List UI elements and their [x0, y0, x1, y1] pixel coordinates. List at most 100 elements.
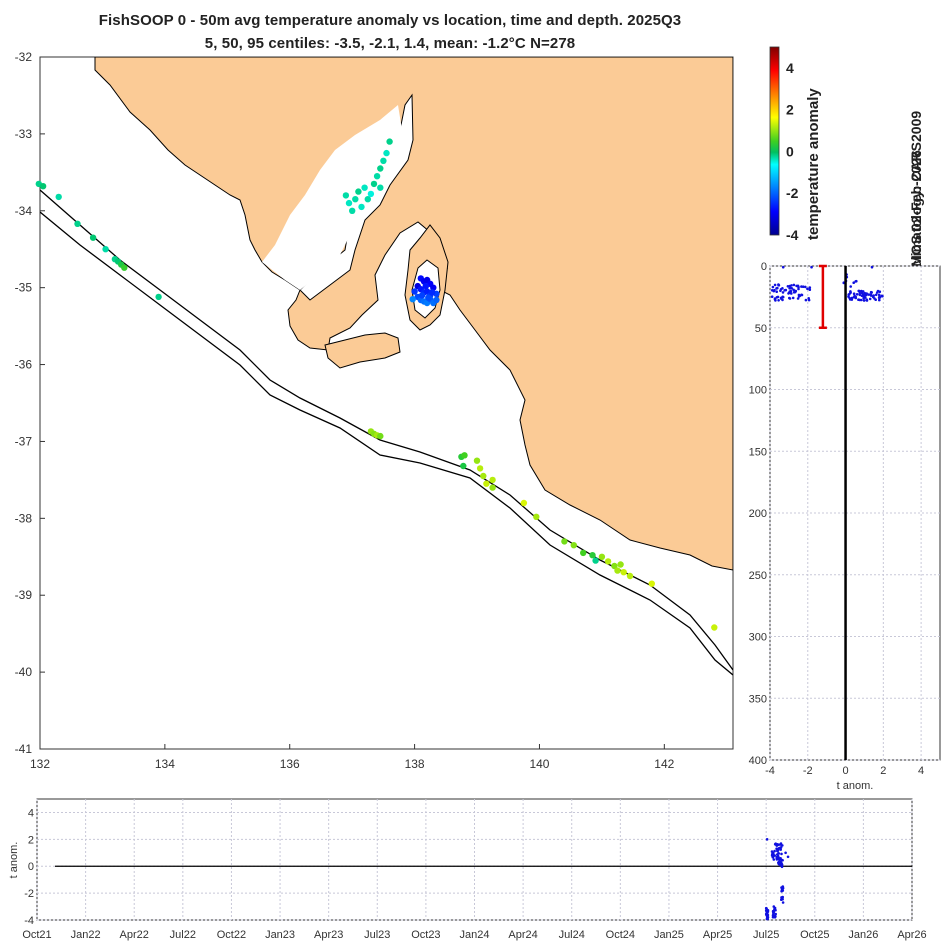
map-point: [352, 196, 359, 203]
profile-point: [790, 284, 793, 287]
profile-point: [791, 296, 795, 300]
map-point: [349, 207, 356, 214]
colorbar-tick-label: 0: [786, 143, 794, 159]
map-point: [89, 234, 97, 241]
ts-point: [772, 858, 776, 861]
ts-point: [772, 912, 775, 916]
map-y-tick-label: -41: [15, 742, 33, 756]
chart-subtitle: 5, 50, 95 centiles: -3.5, -2.1, 1.4, mea…: [204, 35, 576, 52]
map-point: [373, 173, 381, 180]
ts-x-tick-label: Apr22: [120, 929, 149, 941]
map-point: [483, 480, 490, 487]
map-x-tick-label: 136: [280, 757, 300, 771]
map-point: [580, 549, 587, 557]
map-point: [364, 196, 371, 203]
profile-y-tick-label: 150: [749, 446, 767, 458]
profile-point: [849, 291, 852, 295]
map-point: [380, 157, 387, 164]
ts-point: [771, 909, 775, 913]
ts-x-tick-label: Jul24: [559, 929, 585, 941]
map-point: [611, 562, 618, 570]
profile-points: [770, 265, 884, 302]
ts-point: [786, 855, 790, 859]
map-point: [55, 193, 62, 201]
profile-point: [855, 293, 859, 296]
ts-point: [771, 855, 775, 859]
continental-shelf-outer: [40, 211, 733, 676]
depth-profile-panel: -4 -2 0 2 4 0 50 100 150 200 250 300 350 400 t anom.: [749, 261, 941, 792]
profile-point: [870, 291, 873, 294]
profile-point: [783, 289, 786, 292]
profile-point: [862, 299, 866, 302]
ts-x-tick-label: Jan25: [654, 929, 684, 941]
map-point: [614, 567, 621, 574]
profile-point: [869, 293, 873, 296]
profile-point: [878, 298, 881, 302]
ts-x-tick-label: Jan22: [71, 929, 101, 941]
profile-point: [865, 299, 869, 302]
map-x-tick-label: 138: [405, 757, 425, 771]
profile-x-axis: -4 -2 0 2 4: [765, 765, 924, 777]
map-point: [39, 183, 47, 190]
ts-point: [784, 851, 787, 855]
profile-point: [775, 290, 778, 294]
profile-point: [872, 294, 875, 297]
profile-point: [796, 297, 800, 300]
ts-point: [773, 842, 777, 846]
ts-point: [772, 905, 776, 908]
profile-point: [793, 290, 797, 294]
map-point: [433, 296, 440, 304]
profile-grid: [769, 265, 940, 761]
profile-point: [797, 285, 800, 289]
map-point: [428, 289, 436, 296]
profile-point: [804, 285, 807, 289]
profile-point: [878, 295, 881, 298]
ts-point: [773, 907, 776, 911]
map-point: [598, 553, 606, 560]
profile-point: [773, 283, 777, 287]
ts-y-tick-label: 2: [28, 834, 34, 846]
map-x-tick-label: 132: [30, 757, 50, 771]
profile-point: [810, 265, 813, 269]
profile-point: [781, 265, 785, 269]
colorbar-tick-label: 2: [786, 102, 794, 118]
map-point: [367, 190, 375, 198]
profile-point: [865, 292, 868, 295]
map-point: [418, 292, 426, 299]
colorbar-tick-label: -4: [786, 227, 799, 243]
map-point: [604, 558, 612, 565]
profile-point: [852, 281, 855, 285]
profile-y-tick-label: 300: [749, 632, 767, 644]
map-x-axis: 132 134 136 138 140 142: [30, 744, 675, 771]
map-point: [533, 513, 540, 520]
ts-x-tick-label: Apr26: [897, 929, 926, 941]
ts-point: [773, 849, 776, 853]
profile-point: [848, 296, 851, 300]
profile-point: [788, 297, 792, 300]
profile-point: [786, 285, 790, 288]
profile-point: [781, 298, 784, 302]
ts-point: [765, 838, 769, 841]
profile-point: [773, 288, 776, 292]
profile-point: [874, 293, 878, 297]
profile-point: [789, 289, 793, 293]
profile-mean-bar: [818, 264, 827, 329]
profile-y-tick-label: 350: [749, 693, 767, 705]
profile-point: [774, 299, 777, 302]
ts-point: [780, 896, 784, 900]
profile-point: [855, 279, 858, 283]
ts-points: [764, 838, 790, 921]
ts-x-tick-label: Oct25: [800, 929, 829, 941]
ts-point: [777, 861, 780, 864]
profile-x-tick-label: 0: [842, 765, 848, 777]
map-point: [570, 542, 577, 549]
map-y-tick-label: -34: [15, 204, 33, 218]
map-point: [561, 538, 568, 545]
ts-point: [765, 910, 768, 913]
map-y-tick-label: -36: [15, 358, 33, 372]
map-point: [489, 484, 496, 491]
profile-point: [775, 296, 779, 299]
ts-y-label: t anom.: [8, 842, 20, 879]
profile-point: [859, 298, 863, 302]
